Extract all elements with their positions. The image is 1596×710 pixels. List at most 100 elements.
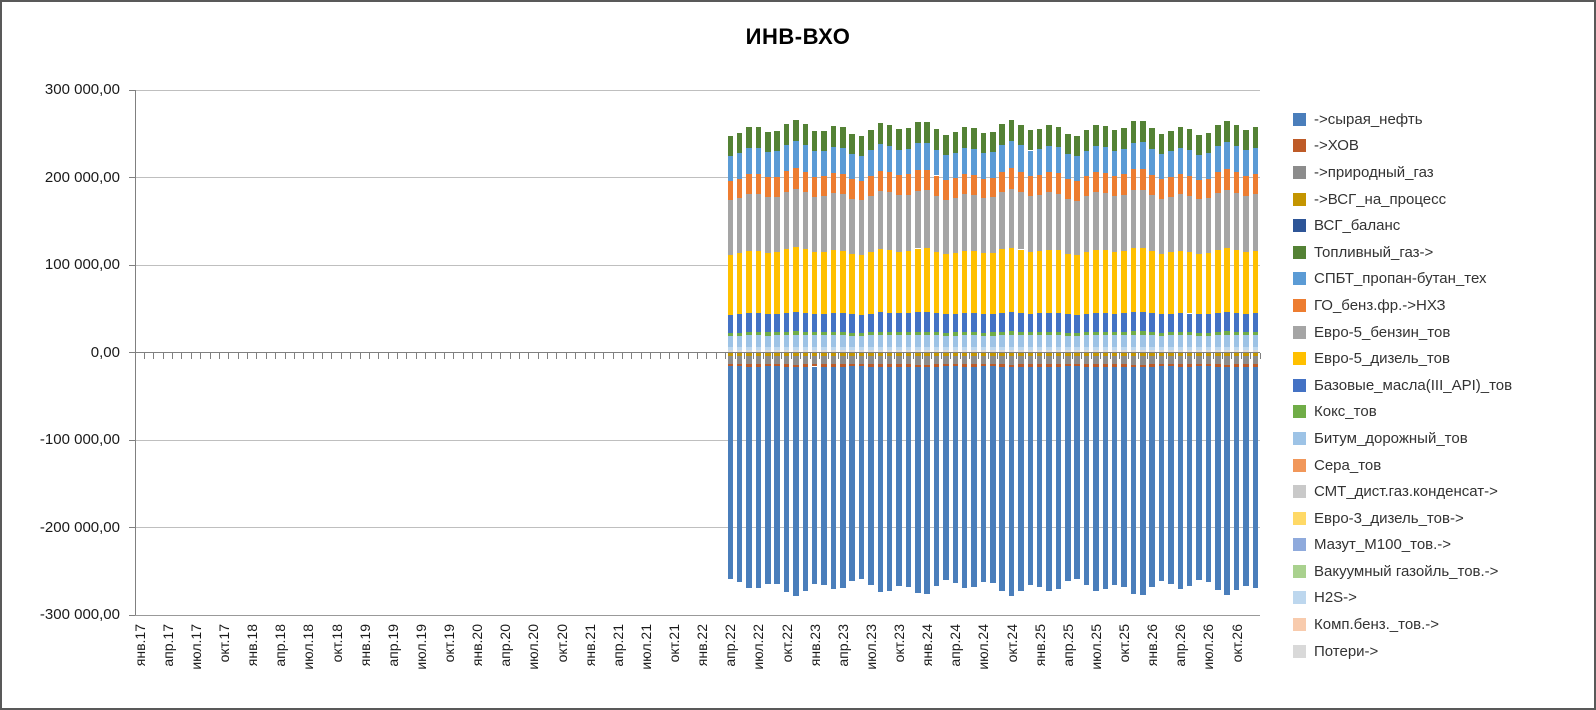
bar[interactable] xyxy=(1168,90,1174,615)
bar-segment[interactable] xyxy=(868,129,874,151)
bar-segment[interactable] xyxy=(793,352,799,356)
bar-segment[interactable] xyxy=(990,332,996,336)
bar-segment[interactable] xyxy=(1196,355,1202,364)
bar-segment[interactable] xyxy=(868,350,874,353)
bar-segment[interactable] xyxy=(905,174,912,195)
bar[interactable] xyxy=(868,90,874,615)
bar-segment[interactable] xyxy=(765,252,771,314)
bar-segment[interactable] xyxy=(952,366,959,583)
bar-segment[interactable] xyxy=(1158,198,1165,254)
bar-segment[interactable] xyxy=(1018,346,1024,351)
bar-segment[interactable] xyxy=(1065,352,1071,356)
bar-segment[interactable] xyxy=(1158,253,1165,315)
bar-segment[interactable] xyxy=(1083,332,1090,336)
bar-segment[interactable] xyxy=(1149,251,1155,314)
bar-segment[interactable] xyxy=(1196,199,1202,255)
bar-segment[interactable] xyxy=(765,177,771,198)
bar-segment[interactable] xyxy=(783,249,790,313)
bar-segment[interactable] xyxy=(1046,331,1052,335)
bar-segment[interactable] xyxy=(868,335,874,348)
bar-segment[interactable] xyxy=(933,149,940,176)
bar-segment[interactable] xyxy=(924,334,930,347)
bar-segment[interactable] xyxy=(1121,251,1127,314)
bar[interactable] xyxy=(961,90,968,615)
bar-segment[interactable] xyxy=(830,250,837,313)
bar-segment[interactable] xyxy=(1158,153,1165,179)
bar-segment[interactable] xyxy=(746,364,752,367)
bar-segment[interactable] xyxy=(1008,120,1015,142)
bar-segment[interactable] xyxy=(830,347,837,351)
bar-segment[interactable] xyxy=(727,254,734,315)
bar-segment[interactable] xyxy=(1121,174,1127,195)
bar-segment[interactable] xyxy=(755,127,762,148)
bar-segment[interactable] xyxy=(1168,347,1174,351)
bar-segment[interactable] xyxy=(1168,313,1174,333)
bar-segment[interactable] xyxy=(943,155,949,181)
bar-segment[interactable] xyxy=(1149,174,1155,195)
bar-segment[interactable] xyxy=(1224,331,1230,335)
bar-segment[interactable] xyxy=(896,332,902,336)
bar-segment[interactable] xyxy=(924,331,930,335)
bar-segment[interactable] xyxy=(1036,313,1043,333)
bar-segment[interactable] xyxy=(755,147,762,174)
bar-segment[interactable] xyxy=(1186,335,1193,348)
bar-segment[interactable] xyxy=(1074,347,1080,351)
bar-segment[interactable] xyxy=(971,313,977,333)
legend-item[interactable]: Потери-> xyxy=(1293,638,1512,665)
bar-segment[interactable] xyxy=(1111,364,1118,367)
bar-segment[interactable] xyxy=(915,190,921,249)
bar-segment[interactable] xyxy=(1027,355,1034,365)
bar-segment[interactable] xyxy=(1065,198,1071,254)
bar-segment[interactable] xyxy=(746,193,752,251)
bar-segment[interactable] xyxy=(905,347,912,351)
bar-segment[interactable] xyxy=(1093,350,1099,353)
bar-segment[interactable] xyxy=(1168,364,1174,367)
bar-segment[interactable] xyxy=(980,153,987,179)
bar-segment[interactable] xyxy=(1196,179,1202,200)
bar-segment[interactable] xyxy=(849,335,855,348)
bar-segment[interactable] xyxy=(774,332,780,336)
bar-segment[interactable] xyxy=(1083,366,1090,585)
bar-segment[interactable] xyxy=(1196,350,1202,353)
bar-segment[interactable] xyxy=(1102,364,1109,367)
bar[interactable] xyxy=(1233,90,1240,615)
bar-segment[interactable] xyxy=(905,366,912,588)
bar-segment[interactable] xyxy=(933,251,940,314)
bar-segment[interactable] xyxy=(746,335,752,348)
bar-segment[interactable] xyxy=(1111,350,1118,353)
bar-segment[interactable] xyxy=(1074,254,1080,315)
bar-segment[interactable] xyxy=(1130,312,1137,332)
bar-segment[interactable] xyxy=(1158,352,1165,356)
bar-segment[interactable] xyxy=(849,350,855,353)
bar-segment[interactable] xyxy=(1102,366,1109,590)
bar-segment[interactable] xyxy=(1074,366,1080,579)
bar-segment[interactable] xyxy=(1121,127,1127,149)
bar-segment[interactable] xyxy=(1215,331,1221,336)
bar-segment[interactable] xyxy=(868,364,874,367)
bar-segment[interactable] xyxy=(1111,252,1118,314)
bar-segment[interactable] xyxy=(886,350,893,353)
bar-segment[interactable] xyxy=(821,332,827,336)
bar-segment[interactable] xyxy=(1093,334,1099,347)
bar-segment[interactable] xyxy=(1205,355,1212,364)
bar-segment[interactable] xyxy=(1055,147,1062,174)
bar-segment[interactable] xyxy=(1121,347,1127,351)
bar-segment[interactable] xyxy=(840,173,846,195)
bar[interactable] xyxy=(1046,90,1052,615)
bar-segment[interactable] xyxy=(877,366,884,593)
bar-segment[interactable] xyxy=(1036,355,1043,365)
bar-segment[interactable] xyxy=(1158,314,1165,333)
bar-segment[interactable] xyxy=(802,331,809,335)
bar-segment[interactable] xyxy=(736,133,743,154)
bar[interactable] xyxy=(821,90,827,615)
bar-segment[interactable] xyxy=(1140,350,1146,353)
bar-segment[interactable] xyxy=(1215,146,1221,173)
bar-segment[interactable] xyxy=(999,352,1005,356)
bar-segment[interactable] xyxy=(736,350,743,353)
bar-segment[interactable] xyxy=(924,190,930,249)
bar-segment[interactable] xyxy=(811,130,818,152)
bar-segment[interactable] xyxy=(1140,142,1146,169)
bar-segment[interactable] xyxy=(952,314,959,333)
bar-segment[interactable] xyxy=(1243,251,1249,314)
bar-segment[interactable] xyxy=(1168,335,1174,348)
